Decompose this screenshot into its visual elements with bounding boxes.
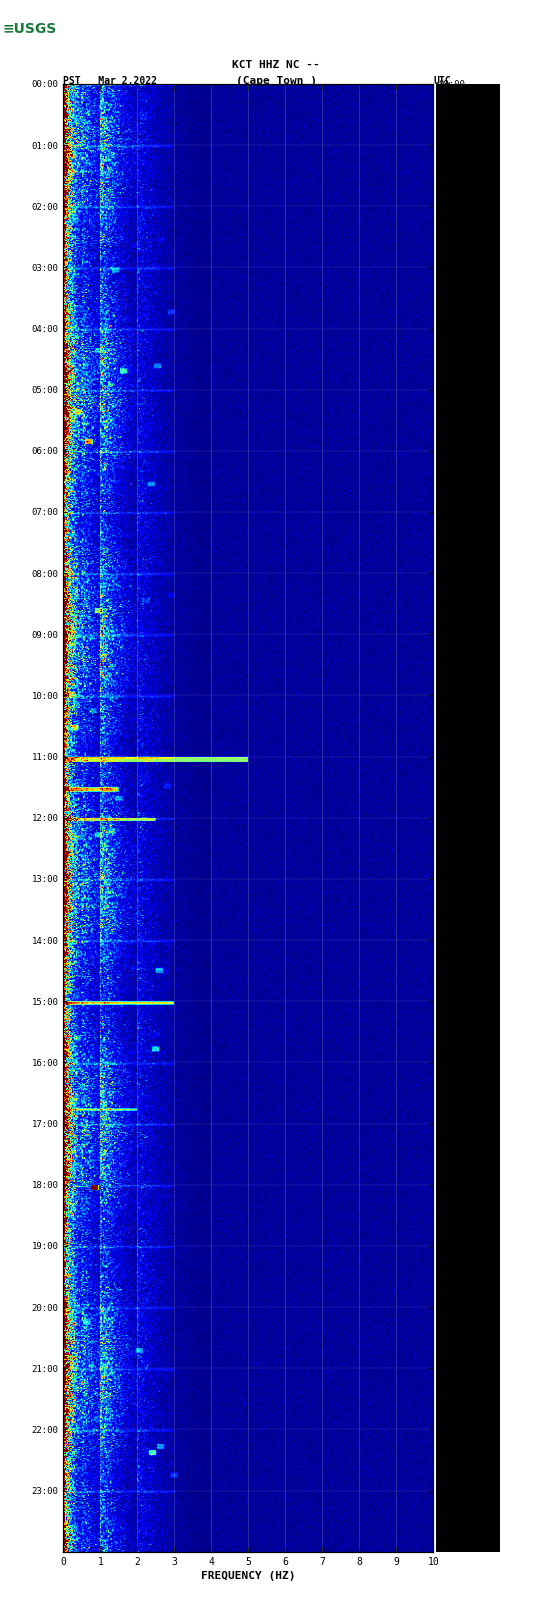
X-axis label: FREQUENCY (HZ): FREQUENCY (HZ) — [201, 1571, 296, 1581]
Text: KCT HHZ NC --: KCT HHZ NC -- — [232, 60, 320, 69]
Text: ≡USGS: ≡USGS — [3, 23, 57, 35]
Text: (Cape Town ): (Cape Town ) — [236, 76, 316, 85]
Text: UTC: UTC — [433, 76, 451, 85]
Text: PST   Mar 2,2022: PST Mar 2,2022 — [63, 76, 157, 85]
